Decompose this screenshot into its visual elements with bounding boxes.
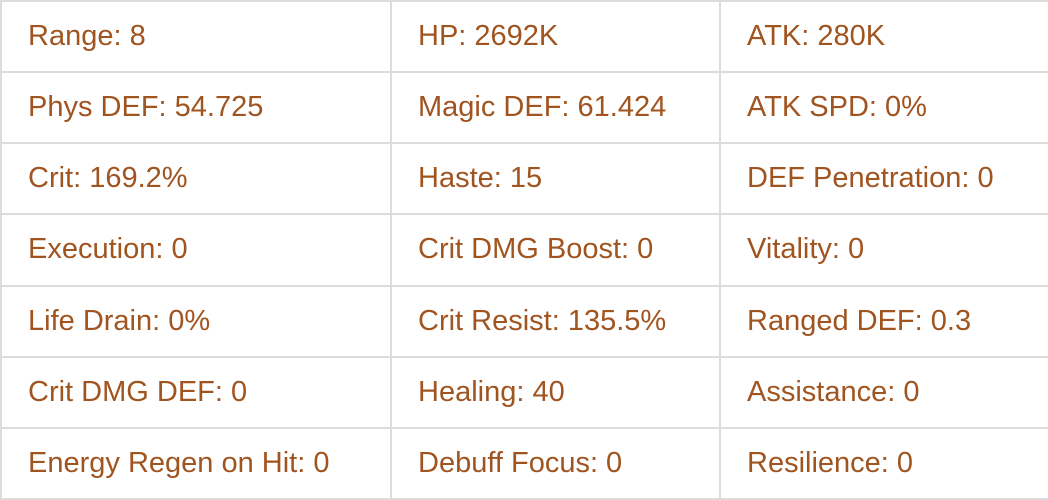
stats-row: Life Drain: 0% Crit Resist: 135.5% Ranged … [0, 284, 1048, 358]
stat-cell: ATK: 280K [719, 0, 1048, 74]
stat-cell: Execution: 0 [0, 213, 392, 287]
stats-row: Execution: 0 Crit DMG Boost: 0 Vitality: 0 [0, 213, 1048, 287]
stat-cell: Range: 8 [0, 0, 392, 74]
stat-cell: Energy Regen on Hit: 0 [0, 426, 392, 500]
stat-cell: Vitality: 0 [719, 213, 1048, 287]
stats-row: Phys DEF: 54.725 Magic DEF: 61.424 ATK SPD… [0, 71, 1048, 145]
stats-row: Energy Regen on Hit: 0 Debuff Focus: 0 Res… [0, 426, 1048, 500]
stat-cell: Crit DMG Boost: 0 [390, 213, 721, 287]
stat-cell: Crit Resist: 135.5% [390, 284, 721, 358]
stat-cell: HP: 2692K [390, 0, 721, 74]
stat-cell: Haste: 15 [390, 142, 721, 216]
stat-cell: Debuff Focus: 0 [390, 426, 721, 500]
stat-cell: Healing: 40 [390, 355, 721, 429]
stats-row: Crit DMG DEF: 0 Healing: 40 Assistance: 0 [0, 355, 1048, 429]
stats-row: Range: 8 HP: 2692K ATK: 280K [0, 0, 1048, 74]
stat-cell: DEF Penetration: 0 [719, 142, 1048, 216]
stat-cell: Crit DMG DEF: 0 [0, 355, 392, 429]
stat-cell: Crit: 169.2% [0, 142, 392, 216]
stat-cell: Resilience: 0 [719, 426, 1048, 500]
stat-cell: Ranged DEF: 0.3 [719, 284, 1048, 358]
stat-cell: Life Drain: 0% [0, 284, 392, 358]
stat-cell: ATK SPD: 0% [719, 71, 1048, 145]
stat-cell: Magic DEF: 61.424 [390, 71, 721, 145]
stat-cell: Phys DEF: 54.725 [0, 71, 392, 145]
stat-cell: Assistance: 0 [719, 355, 1048, 429]
stats-row: Crit: 169.2% Haste: 15 DEF Penetration: 0 [0, 142, 1048, 216]
